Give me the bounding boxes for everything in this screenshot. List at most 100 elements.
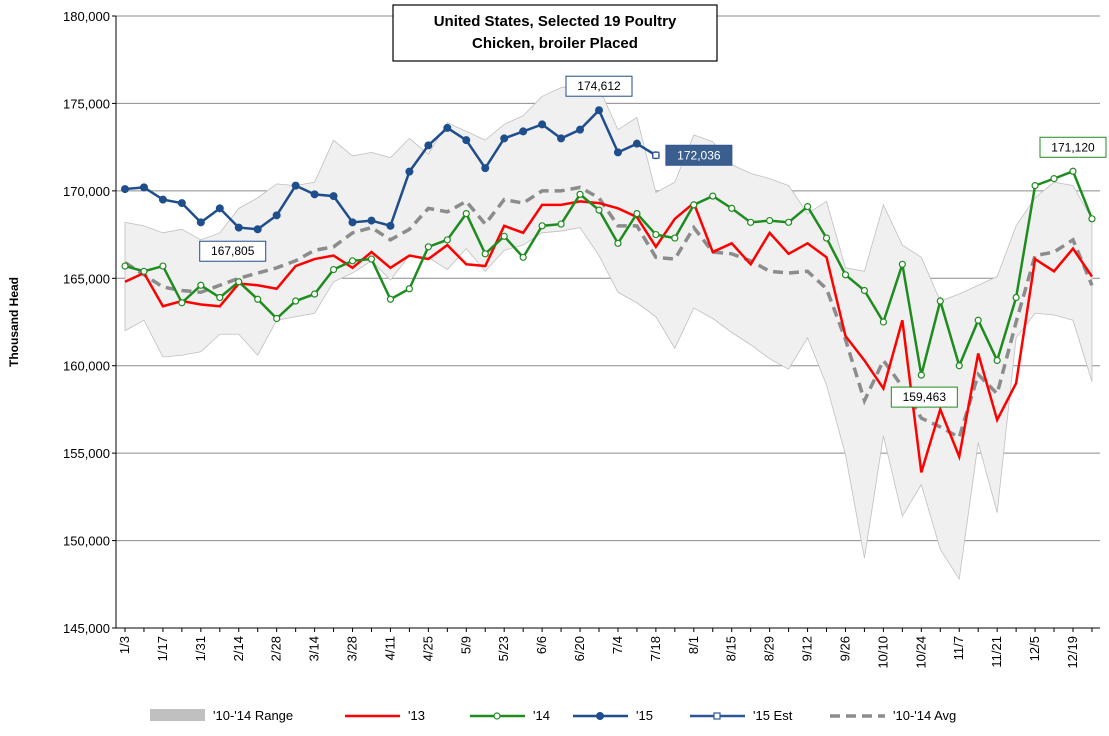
- series-line: [124, 169, 1094, 376]
- point: [595, 206, 603, 214]
- chart-title: United States, Selected 19 Poultry: [434, 13, 677, 30]
- point: [272, 211, 281, 220]
- point: [993, 356, 1001, 365]
- point: [576, 190, 584, 198]
- point: [329, 265, 338, 274]
- point: [1031, 182, 1039, 190]
- x-tick-label: 7/4: [610, 636, 625, 654]
- point: [405, 285, 413, 293]
- point: [747, 218, 755, 226]
- x-tick-label: 4/25: [420, 636, 435, 661]
- legend-label: '14: [533, 708, 550, 723]
- series-line: [124, 185, 1094, 440]
- point: [690, 201, 698, 209]
- y-tick-label: 145,000: [63, 621, 110, 636]
- point: [557, 134, 566, 143]
- point: [841, 271, 850, 279]
- data-label: 174,612: [577, 79, 621, 93]
- point: [235, 278, 243, 286]
- point: [860, 286, 869, 295]
- point: [500, 134, 509, 143]
- x-tick-label: 11/7: [951, 636, 966, 660]
- point: [121, 262, 129, 270]
- x-tick-label: 9/12: [800, 636, 815, 661]
- point: [936, 297, 944, 305]
- x-tick-label: 12/19: [1065, 636, 1080, 669]
- point: [311, 290, 319, 298]
- point: [386, 295, 395, 303]
- x-tick-label: 3/14: [307, 636, 322, 661]
- point: [500, 232, 508, 240]
- point: [121, 185, 129, 194]
- point: [652, 230, 660, 239]
- x-tick-label: 5/23: [496, 636, 511, 661]
- point: [348, 218, 357, 227]
- x-tick-label: 7/18: [648, 636, 663, 661]
- point: [462, 209, 470, 218]
- x-tick-label: 5/9: [458, 636, 473, 654]
- point: [519, 127, 528, 136]
- point: [139, 183, 148, 192]
- point: [1012, 293, 1020, 302]
- point: [310, 190, 319, 199]
- point: [613, 148, 622, 157]
- point: [367, 216, 376, 225]
- x-tick-label: 1/31: [193, 636, 208, 661]
- point: [576, 125, 585, 134]
- point: [178, 299, 186, 307]
- point: [766, 216, 774, 225]
- x-tick-label: 6/20: [572, 636, 587, 661]
- point: [273, 314, 281, 323]
- point: [652, 151, 660, 159]
- legend-label: '10-'14 Range: [213, 708, 293, 723]
- point: [386, 221, 395, 230]
- x-tick-label: 8/1: [686, 636, 701, 654]
- x-tick-label: 2/28: [269, 636, 284, 661]
- point: [292, 297, 300, 305]
- point: [538, 120, 547, 129]
- point: [254, 295, 262, 303]
- y-tick-label: 160,000: [63, 359, 110, 374]
- point: [481, 164, 490, 173]
- legend-label: '13: [408, 708, 425, 723]
- point: [671, 234, 679, 242]
- x-tick-label: 10/24: [913, 636, 928, 669]
- title-box: [392, 4, 718, 62]
- point: [1050, 175, 1058, 183]
- x-tick-label: 6/6: [534, 636, 549, 654]
- legend-label: '10-'14 Avg: [893, 708, 956, 723]
- y-tick-label: 150,000: [63, 534, 110, 549]
- x-tick-label: 9/26: [837, 636, 852, 661]
- x-tick-label: 12/5: [1027, 636, 1042, 661]
- point: [253, 225, 262, 234]
- point: [557, 220, 565, 228]
- point: [595, 106, 603, 115]
- point: [822, 234, 831, 242]
- data-label-box: [199, 240, 267, 262]
- point: [1088, 215, 1096, 223]
- point: [158, 195, 167, 204]
- y-tick-label: 170,000: [63, 184, 110, 199]
- point: [424, 243, 432, 251]
- point: [329, 192, 338, 201]
- x-tick-label: 1/3: [117, 636, 132, 654]
- point: [215, 204, 224, 213]
- point: [481, 250, 489, 258]
- point: [159, 262, 167, 270]
- point: [177, 199, 186, 208]
- data-label: 159,463: [903, 390, 947, 404]
- x-tick-label: 8/29: [762, 636, 777, 661]
- data-label-box: [565, 75, 633, 97]
- point: [291, 181, 300, 190]
- point: [348, 257, 357, 265]
- y-tick-label: 175,000: [63, 96, 110, 111]
- point: [784, 218, 793, 226]
- y-tick-label: 180,000: [63, 9, 110, 24]
- range-band: [124, 83, 1093, 581]
- y-tick-label: 155,000: [63, 446, 110, 461]
- chart-title: Chicken, broiler Placed: [472, 35, 638, 52]
- point: [140, 267, 148, 275]
- point: [632, 139, 641, 148]
- point: [728, 204, 736, 212]
